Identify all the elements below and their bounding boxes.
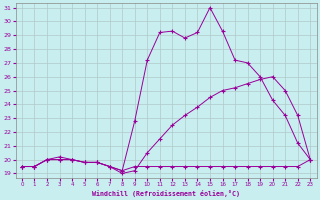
X-axis label: Windchill (Refroidissement éolien,°C): Windchill (Refroidissement éolien,°C) xyxy=(92,190,240,197)
